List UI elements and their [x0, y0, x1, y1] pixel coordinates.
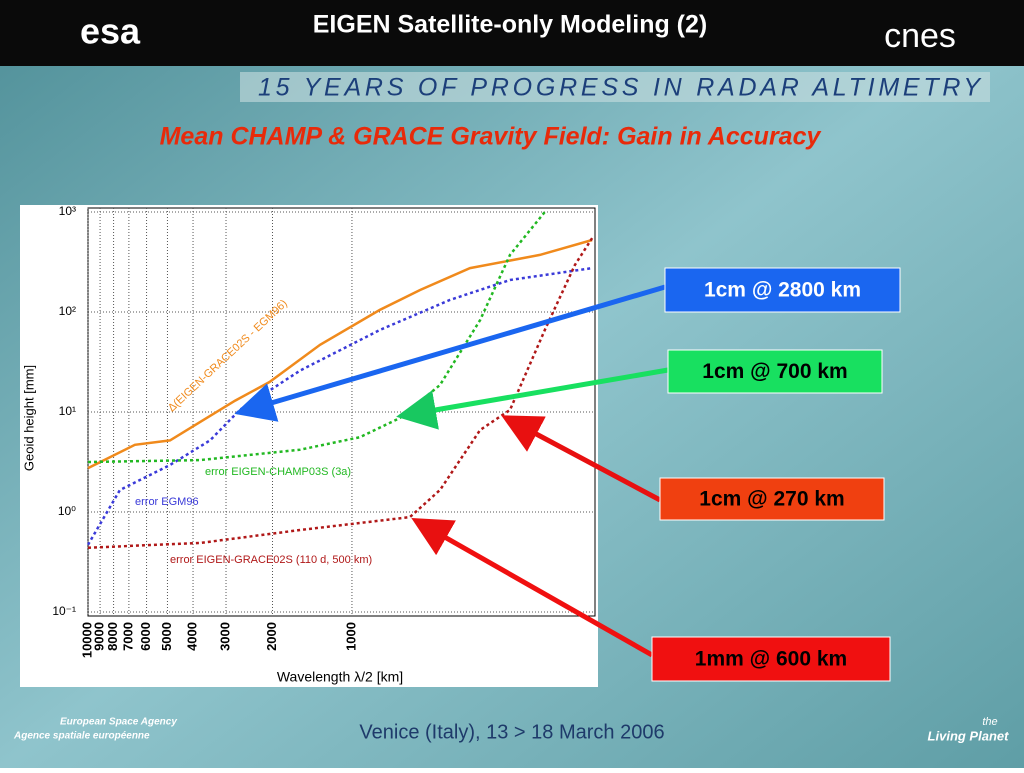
series-line [87, 237, 594, 549]
series-label: error EIGEN-GRACE02S (110 d, 500 km) [170, 554, 372, 566]
subtitle: Mean CHAMP & GRACE Gravity Field: Gain i… [160, 123, 822, 151]
callout-text: 1cm @ 2800 km [704, 279, 861, 302]
agency-en: European Space Agency [60, 717, 177, 728]
x-axis-label: Wavelength λ/2 [km] [277, 669, 403, 685]
callout-box [664, 267, 901, 313]
callout-box [651, 636, 891, 682]
callout-box [659, 477, 885, 521]
callouts: 1cm @ 2800 km 1cm @ 700 km 1cm @ 270 km 1mm… [234, 267, 901, 682]
y-tick-label: 10³ [59, 204, 76, 218]
x-tick-label: 10000 [79, 622, 94, 658]
living-planet-1: the [982, 716, 997, 728]
y-tick-label: 10⁰ [58, 504, 76, 518]
y-tick-label: 10¹ [59, 404, 76, 418]
y-tick-label: 10² [59, 304, 76, 318]
series-line [87, 238, 593, 470]
x-tick-label: 7000 [120, 622, 135, 651]
esa-logo: esa [80, 11, 141, 52]
x-tick-label: 8000 [105, 622, 120, 651]
callout-arrow [501, 415, 662, 503]
slide-title: EIGEN Satellite-only Modeling (2) [313, 11, 707, 39]
venue: Venice (Italy), 13 > 18 March 2006 [359, 721, 664, 743]
series-line [86, 266, 593, 546]
x-tick-label: 3000 [217, 622, 232, 651]
living-planet-2: Living Planet [928, 728, 1010, 743]
x-tick-label: 2000 [264, 622, 279, 651]
callout-text: 1cm @ 700 km [702, 360, 847, 383]
x-tick-label: 9000 [92, 622, 107, 651]
callout-text: 1cm @ 270 km [699, 488, 844, 511]
x-tick-label: 1000 [343, 622, 358, 651]
callout-box [667, 349, 883, 394]
x-tick-label: 4000 [184, 622, 199, 651]
callout-arrow [396, 367, 669, 430]
callout-text: 1mm @ 600 km [695, 648, 847, 671]
series-label: error EIGEN-CHAMP03S (3a) [205, 466, 351, 478]
x-tick-label: 5000 [159, 622, 174, 651]
agency-fr: Agence spatiale européenne [13, 731, 150, 742]
y-tick-label: 10⁻¹ [52, 604, 76, 618]
banner-bg [240, 72, 990, 102]
x-tick-label: 6000 [138, 622, 153, 651]
chart-bg [20, 205, 598, 687]
series-label: error EGM96 [135, 496, 199, 508]
callout-arrow [234, 284, 666, 422]
callout-arrow [411, 518, 654, 658]
cnes-logo: cnes [884, 17, 956, 55]
header-bar [0, 0, 1024, 66]
y-axis-label: Geoid height [mm] [21, 365, 36, 471]
